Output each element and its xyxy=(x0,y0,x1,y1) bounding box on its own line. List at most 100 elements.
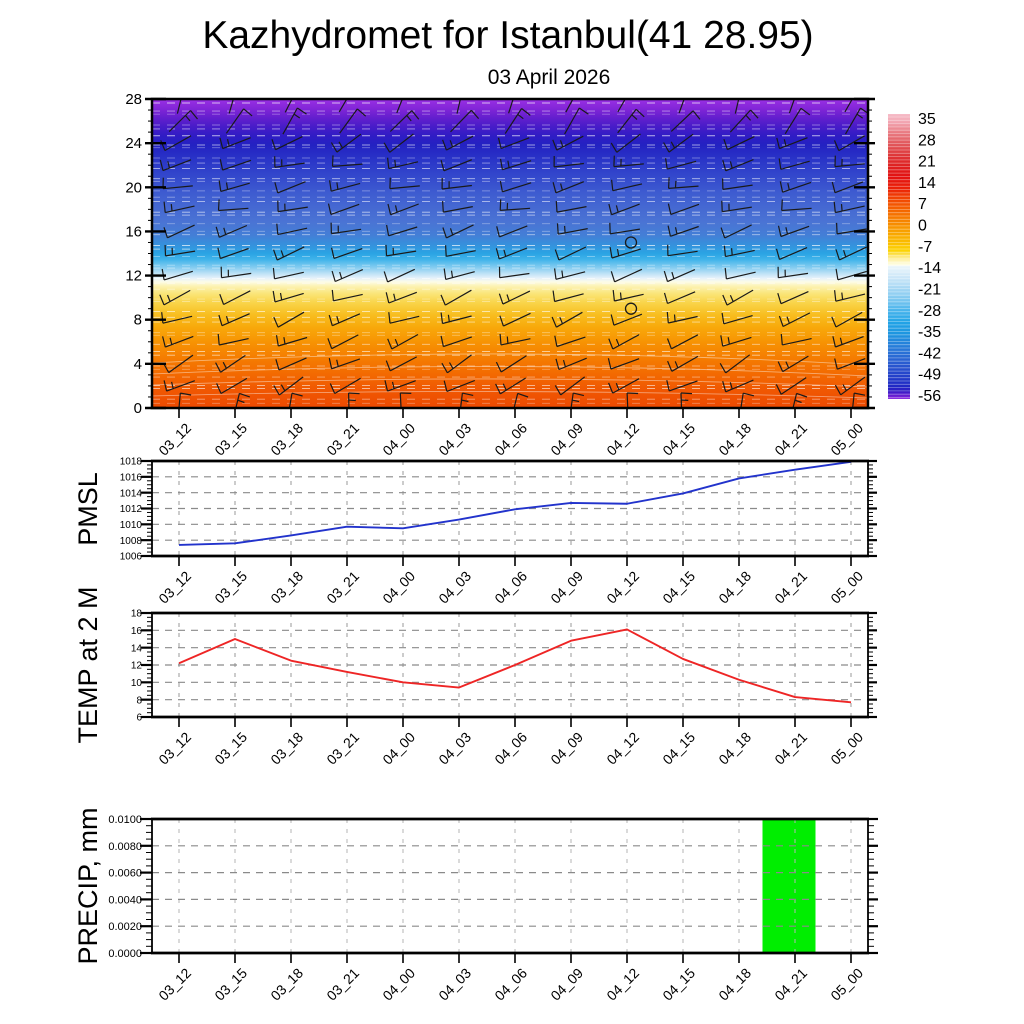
colorbar-tick-label: -21 xyxy=(918,281,941,298)
x-tick-label: 04_03 xyxy=(435,568,474,607)
colorbar-tick-label: 35 xyxy=(918,111,936,128)
y-tick-label: 6 xyxy=(136,713,142,724)
x-tick-label: 04_06 xyxy=(491,568,530,607)
colorbar-tick-label: -7 xyxy=(918,239,932,256)
x-tick-label: 05_00 xyxy=(827,420,866,459)
x-tick-label: 04_15 xyxy=(659,729,698,768)
x-tick-label: 03_18 xyxy=(267,420,306,459)
colorbar-tick-label: -35 xyxy=(918,324,941,341)
x-tick-label: 04_06 xyxy=(491,965,530,1004)
y-tick-label: 14 xyxy=(131,643,143,654)
x-tick-label: 04_21 xyxy=(771,729,810,768)
x-tick-label: 03_12 xyxy=(155,568,194,607)
y-tick-label: 12 xyxy=(131,661,143,672)
series-line xyxy=(178,628,852,704)
x-tick-label: 04_15 xyxy=(659,420,698,459)
y-tick-label: 1008 xyxy=(120,536,143,547)
calm-wind-circle xyxy=(624,302,638,315)
x-axis-ticks xyxy=(178,953,852,963)
x-tick-label: 04_00 xyxy=(379,965,418,1004)
y-tick-label: 4 xyxy=(134,356,142,373)
x-tick-label: 03_21 xyxy=(323,729,362,768)
x-tick-label: 04_00 xyxy=(379,568,418,607)
y-tick-label: 0.0100 xyxy=(108,814,142,826)
colorbar-segment-lines xyxy=(888,116,910,398)
colorbar-tick-label: 0 xyxy=(918,218,927,235)
x-axis-labels: 03_12 03_15 03_18 03_21 04_00 04_03 04_06 04_09… xyxy=(155,568,866,607)
y-tick-label: 18 xyxy=(131,609,143,620)
colorbar-labels: 35 28 21 14 7 0 -7 -14 -21 -28 -35 -42 -49 -56 xyxy=(918,111,941,405)
colorbar-tick-label: -28 xyxy=(918,303,941,320)
x-tick-label: 03_15 xyxy=(211,965,250,1004)
x-tick-label: 03_15 xyxy=(211,729,250,768)
x-tick-label: 04_00 xyxy=(379,420,418,459)
y-tick-label: 28 xyxy=(125,91,142,108)
x-tick-label: 04_00 xyxy=(379,729,418,768)
x-tick-label: 04_03 xyxy=(435,729,474,768)
panel-frame xyxy=(150,97,870,410)
x-tick-label: 04_15 xyxy=(659,568,698,607)
y-tick-label: 0 xyxy=(134,400,142,417)
colorbar-tick-label: 28 xyxy=(918,132,936,149)
y-axis: 28 24 20 16 12 8 4 0 xyxy=(125,91,875,417)
x-axis-ticks xyxy=(178,556,852,566)
x-tick-label: 04_09 xyxy=(547,568,586,607)
wind-barbs xyxy=(159,100,867,407)
y-tick-label: 8 xyxy=(136,695,142,706)
y-tick-label: 1012 xyxy=(120,504,143,515)
horizontal-gridlines xyxy=(152,476,868,541)
x-tick-label: 04_03 xyxy=(435,420,474,459)
x-tick-label: 05_00 xyxy=(827,965,866,1004)
x-tick-label: 04_21 xyxy=(771,568,810,607)
calm-markers xyxy=(624,236,638,315)
x-axis-labels: 03_12 03_15 03_18 03_21 04_00 04_03 04_06 04_09… xyxy=(155,965,866,1004)
colorbar-gradient xyxy=(888,114,910,399)
colorbar-tick-label: -14 xyxy=(918,260,941,277)
panel-frame xyxy=(151,611,869,719)
y-tick-label: 20 xyxy=(125,179,142,196)
x-tick-label: 04_18 xyxy=(715,568,754,607)
calm-wind-circle xyxy=(624,236,638,249)
temperature-colorbar: 35 28 21 14 7 0 -7 -14 -21 -28 -35 -42 -49 -56 xyxy=(888,111,941,405)
page-title: Kazhydromet for Istanbul(41 28.95) xyxy=(202,14,814,57)
temp-2m-panel: 18 16 14 12 10 8 6 03_12 03_15 03_18 03_21 04_00 04_… xyxy=(131,609,877,768)
x-axis-ticks xyxy=(178,717,852,727)
x-tick-label: 03_21 xyxy=(323,568,362,607)
x-tick-label: 04_12 xyxy=(603,729,642,768)
x-tick-label: 03_12 xyxy=(155,729,194,768)
x-tick-label: 05_00 xyxy=(827,568,866,607)
x-tick-label: 04_09 xyxy=(547,420,586,459)
y-axis: 0.0100 0.0080 0.0060 0.0040 0.0020 0.0000 xyxy=(108,814,878,960)
x-tick-label: 03_18 xyxy=(267,965,306,1004)
x-tick-label: 04_12 xyxy=(603,568,642,607)
x-tick-label: 04_18 xyxy=(715,965,754,1004)
x-tick-label: 03_12 xyxy=(155,420,194,459)
y-tick-label: 1018 xyxy=(120,457,143,468)
y-tick-label: 0.0020 xyxy=(108,921,142,933)
x-tick-label: 03_15 xyxy=(211,568,250,607)
x-tick-label: 03_15 xyxy=(211,420,250,459)
y-tick-label: 1016 xyxy=(120,472,143,483)
x-tick-label: 04_12 xyxy=(603,965,642,1004)
panel-frame xyxy=(151,817,869,955)
upper-air-panel: 28 24 20 16 12 8 4 0 03_12 03_15 03_18 03_21 04_00 04… xyxy=(125,91,875,459)
colorbar-tick-label: 7 xyxy=(918,196,927,213)
x-tick-label: 04_18 xyxy=(715,420,754,459)
y-tick-label: 10 xyxy=(131,678,143,689)
x-tick-label: 04_09 xyxy=(547,965,586,1004)
y-tick-label: 1014 xyxy=(120,488,143,499)
colorbar-tick-label: 21 xyxy=(918,154,936,171)
y-tick-label: 1006 xyxy=(120,552,143,563)
x-tick-label: 04_15 xyxy=(659,965,698,1004)
x-tick-label: 03_18 xyxy=(267,568,306,607)
colorbar-tick-label: -42 xyxy=(918,345,941,362)
panel-frame xyxy=(151,459,869,558)
colorbar-tick-label: -56 xyxy=(918,388,941,405)
x-tick-label: 03_12 xyxy=(155,965,194,1004)
x-tick-label: 04_03 xyxy=(435,965,474,1004)
x-tick-label: 04_21 xyxy=(771,420,810,459)
y-tick-label: 16 xyxy=(131,626,143,637)
y-tick-label: 12 xyxy=(125,268,142,285)
